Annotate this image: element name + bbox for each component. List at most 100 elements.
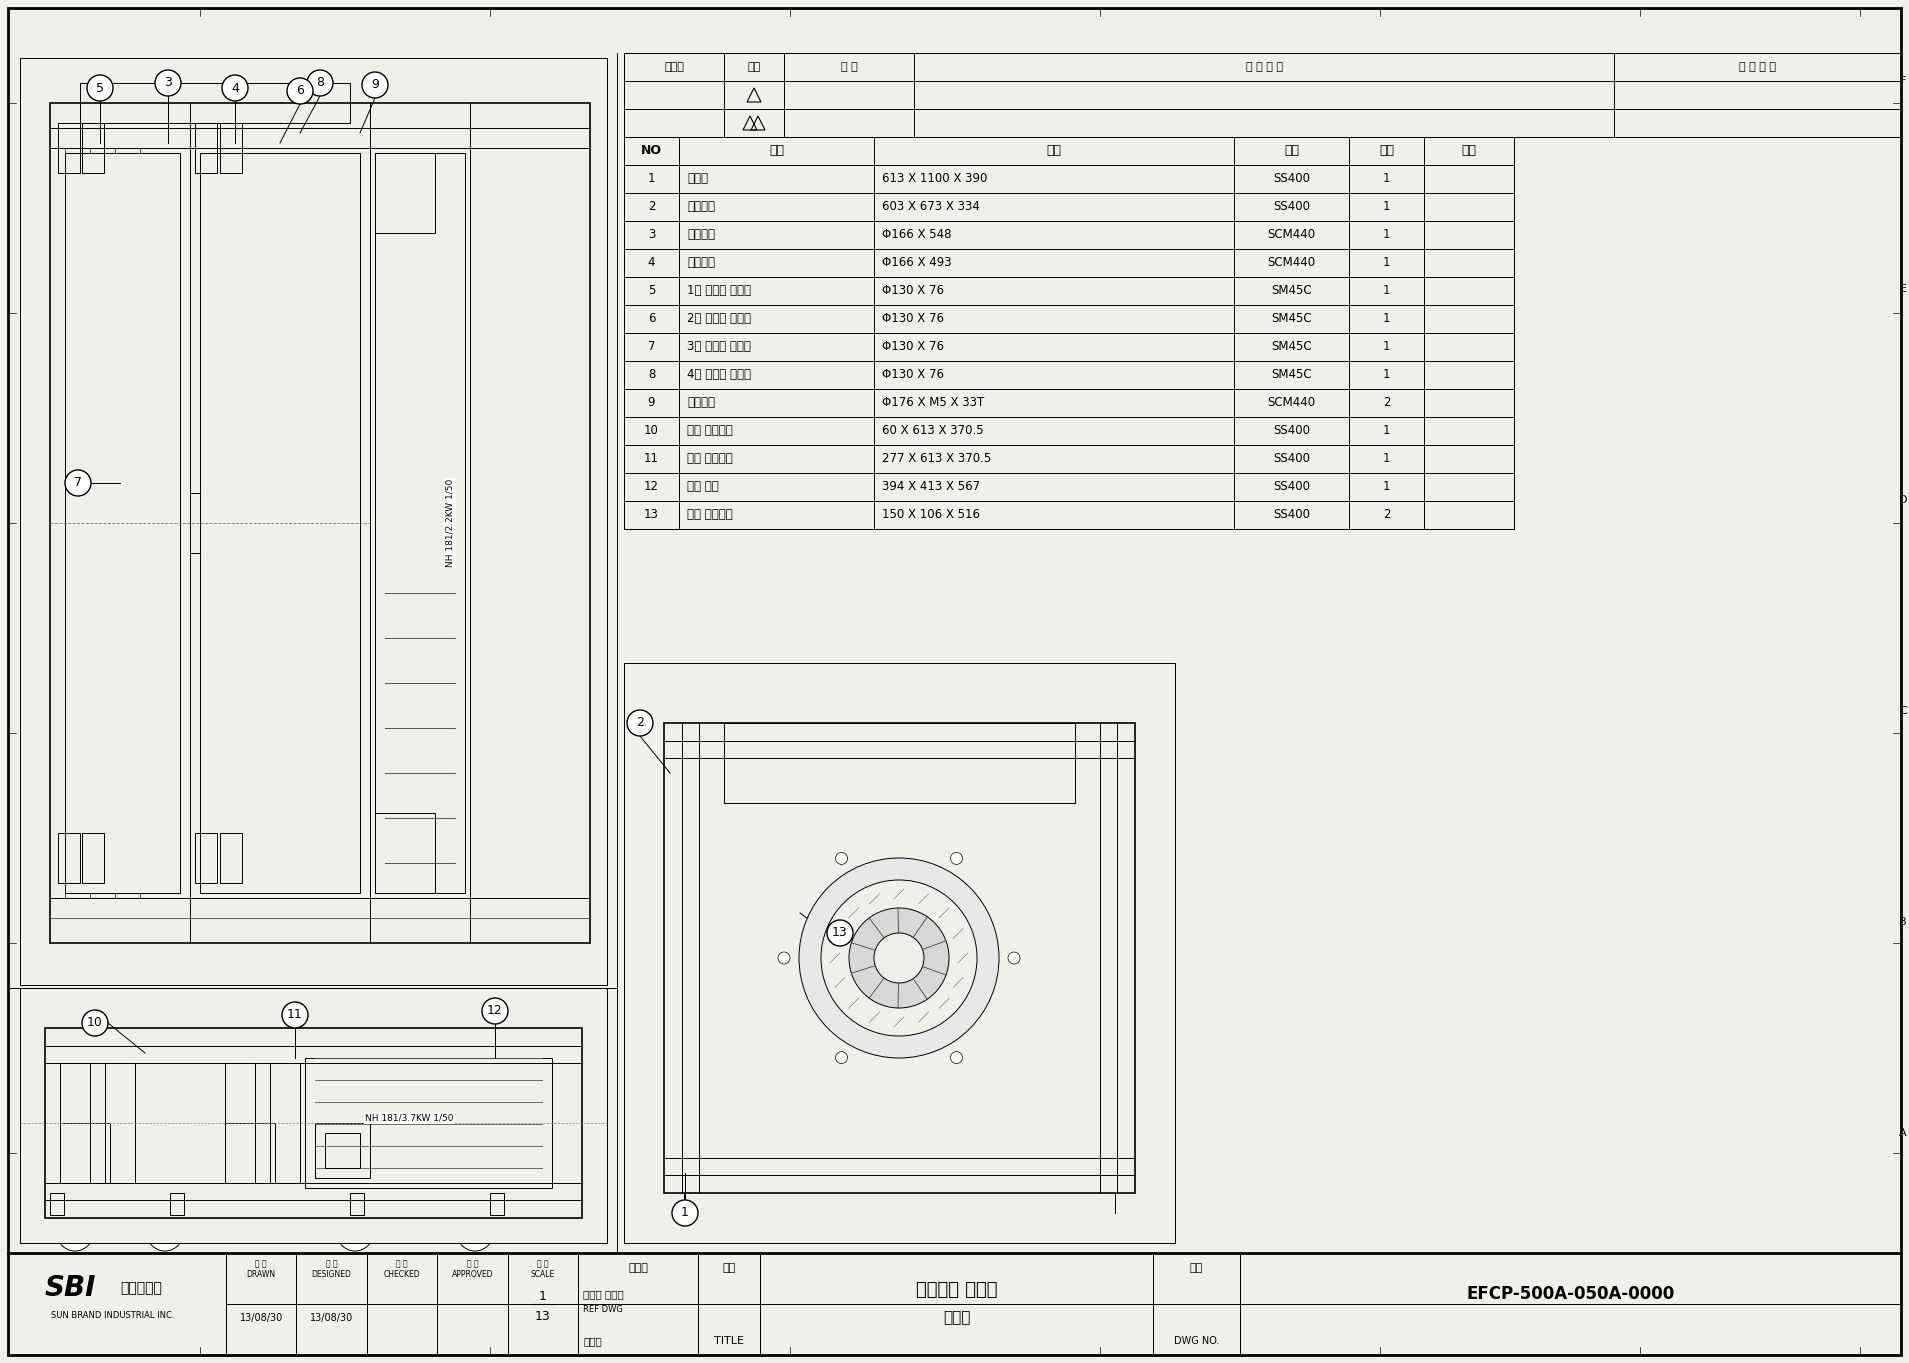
Circle shape xyxy=(57,1214,94,1251)
Bar xyxy=(57,123,80,173)
Text: SM45C: SM45C xyxy=(1271,341,1311,353)
Text: 에너지 기자재: 에너지 기자재 xyxy=(582,1289,624,1299)
Text: 1: 1 xyxy=(682,1206,689,1220)
Text: 4: 4 xyxy=(647,256,655,270)
Text: SCM440: SCM440 xyxy=(1268,256,1315,270)
Text: SCM440: SCM440 xyxy=(1268,229,1315,241)
Bar xyxy=(578,1253,699,1355)
Circle shape xyxy=(1008,951,1019,964)
Bar xyxy=(664,722,1136,1193)
Bar xyxy=(105,1063,136,1183)
Text: 150 X 106 X 516: 150 X 106 X 516 xyxy=(882,508,979,522)
Circle shape xyxy=(1100,1208,1130,1239)
Text: 서 명: 서 명 xyxy=(840,61,857,72)
Text: 7: 7 xyxy=(74,477,82,489)
Text: NH 181/3.7KW 1/50: NH 181/3.7KW 1/50 xyxy=(365,1114,454,1123)
Text: 12: 12 xyxy=(643,481,659,493)
Circle shape xyxy=(363,72,388,98)
Text: 1: 1 xyxy=(1382,341,1390,353)
Text: 1: 1 xyxy=(1382,173,1390,185)
Bar xyxy=(65,153,179,893)
Circle shape xyxy=(82,1010,109,1036)
Bar xyxy=(724,722,1075,803)
Text: 5: 5 xyxy=(647,285,655,297)
Text: 60 X 613 X 370.5: 60 X 613 X 370.5 xyxy=(882,424,983,438)
Text: 13/08/30: 13/08/30 xyxy=(309,1313,353,1323)
Text: 설 계
DESIGNED: 설 계 DESIGNED xyxy=(311,1259,351,1278)
Text: 2번 베어링 케이스: 2번 베어링 케이스 xyxy=(687,312,750,326)
Bar xyxy=(82,833,103,883)
Bar xyxy=(82,123,103,173)
Circle shape xyxy=(672,1199,699,1225)
Bar xyxy=(624,53,1901,138)
Bar xyxy=(491,1193,504,1214)
Text: 6: 6 xyxy=(647,312,655,326)
Bar xyxy=(50,104,590,943)
Circle shape xyxy=(800,857,998,1058)
Text: 변 경 사 항: 변 경 사 항 xyxy=(1245,61,1283,72)
Bar xyxy=(80,83,349,123)
Bar xyxy=(1241,1253,1901,1355)
Circle shape xyxy=(456,1214,493,1251)
Circle shape xyxy=(821,880,977,1036)
Text: 승 인
APPROVED: 승 인 APPROVED xyxy=(452,1259,493,1278)
Circle shape xyxy=(88,75,113,101)
Text: 7: 7 xyxy=(647,341,655,353)
Bar xyxy=(374,812,435,893)
Text: 3: 3 xyxy=(647,229,655,241)
Text: 13/08/30: 13/08/30 xyxy=(239,1313,283,1323)
Circle shape xyxy=(338,1214,372,1251)
Text: SM45C: SM45C xyxy=(1271,285,1311,297)
Text: 2: 2 xyxy=(1382,397,1390,409)
Bar xyxy=(19,988,607,1243)
Text: 10: 10 xyxy=(88,1017,103,1029)
Text: 도번: 도번 xyxy=(1189,1264,1203,1273)
Text: 비고: 비고 xyxy=(1462,144,1476,158)
Bar xyxy=(195,123,218,173)
Bar xyxy=(699,1253,760,1355)
Bar xyxy=(225,1253,578,1355)
Bar xyxy=(225,1123,275,1183)
Text: 11: 11 xyxy=(643,453,659,466)
Text: SS400: SS400 xyxy=(1273,453,1310,466)
Text: EFCP-500A-050A-0000: EFCP-500A-050A-0000 xyxy=(1466,1285,1674,1303)
Circle shape xyxy=(147,1214,183,1251)
Text: Φ130 X 76: Φ130 X 76 xyxy=(882,368,943,382)
Bar xyxy=(374,153,435,233)
Bar xyxy=(269,1063,300,1183)
Text: 13: 13 xyxy=(643,508,659,522)
Bar xyxy=(374,153,466,893)
Circle shape xyxy=(836,1052,848,1063)
Text: Φ176 X M5 X 33T: Φ176 X M5 X 33T xyxy=(882,397,985,409)
Bar xyxy=(19,59,607,985)
Text: C: C xyxy=(1899,706,1907,716)
Text: SS400: SS400 xyxy=(1273,424,1310,438)
Text: Φ130 X 76: Φ130 X 76 xyxy=(882,285,943,297)
Text: 13: 13 xyxy=(832,927,848,939)
Text: 1: 1 xyxy=(1382,200,1390,214)
Circle shape xyxy=(481,998,508,1024)
Text: SS400: SS400 xyxy=(1273,173,1310,185)
Text: Φ130 X 76: Φ130 X 76 xyxy=(882,312,943,326)
Bar xyxy=(624,662,1176,1243)
Text: 재질: 재질 xyxy=(1285,144,1298,158)
Text: 품명: 품명 xyxy=(769,144,785,158)
Text: 모터 염케이스: 모터 염케이스 xyxy=(687,453,733,466)
Text: 구동기어: 구동기어 xyxy=(687,397,716,409)
Text: 기호: 기호 xyxy=(748,61,760,72)
Text: 12: 12 xyxy=(487,1005,502,1018)
Bar xyxy=(760,1253,1153,1355)
Text: 수량: 수량 xyxy=(1378,144,1394,158)
Text: NH 181/2.2KW 1/50: NH 181/2.2KW 1/50 xyxy=(445,478,454,567)
Text: 프레임: 프레임 xyxy=(687,173,708,185)
Text: 1: 1 xyxy=(1382,312,1390,326)
Text: 10: 10 xyxy=(643,424,659,438)
Bar xyxy=(59,1063,90,1183)
Text: 1: 1 xyxy=(1382,424,1390,438)
Text: 관련도: 관련도 xyxy=(628,1264,647,1273)
Text: 1: 1 xyxy=(538,1289,546,1303)
Text: 조립도: 조립도 xyxy=(943,1310,970,1325)
Bar xyxy=(46,1028,582,1219)
Circle shape xyxy=(286,78,313,104)
Bar xyxy=(50,1193,65,1214)
